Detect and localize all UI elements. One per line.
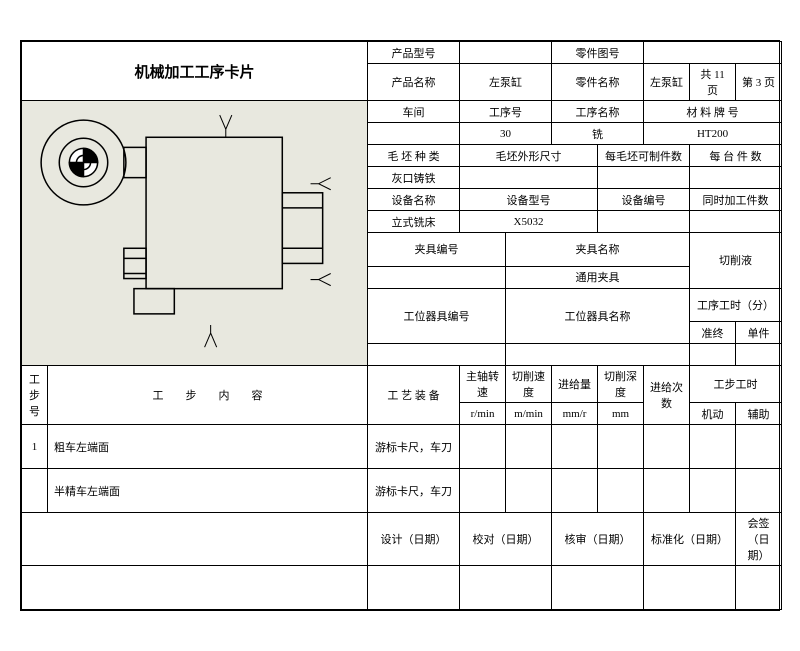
process-name: 铣 — [552, 123, 644, 145]
parts-per-unit-label: 每 台 件 数 — [690, 145, 782, 167]
station-no — [368, 344, 506, 366]
col-depth: 切削深度 — [598, 366, 644, 403]
card-title: 机械加工工序卡片 — [22, 42, 368, 101]
part-name-label: 零件名称 — [552, 64, 644, 101]
final-time — [690, 344, 736, 366]
part-drawing-no — [644, 42, 782, 64]
col-step-content: 工 步 内 容 — [48, 366, 368, 425]
col-spindle: 主轴转速 — [460, 366, 506, 403]
station-name-label: 工位器具名称 — [506, 288, 690, 344]
equip-no-label: 设备编号 — [598, 189, 690, 211]
material: HT200 — [644, 123, 782, 145]
product-model-label: 产品型号 — [368, 42, 460, 64]
coolant-label: 切削液 — [690, 233, 782, 289]
equip-no — [598, 211, 690, 233]
station-no-label: 工位器具编号 — [368, 288, 506, 344]
part-drawing-no-label: 零件图号 — [552, 42, 644, 64]
blank-type: 灰口铸铁 — [368, 167, 460, 189]
simul — [690, 211, 782, 233]
step-row: 半精车左端面 游标卡尺，车刀 — [22, 469, 782, 513]
page-no: 第 3 页 — [736, 64, 782, 101]
parts-per-blank — [598, 167, 690, 189]
process-no-label: 工序号 — [460, 101, 552, 123]
step-row: 1 粗车左端面 游标卡尺，车刀 — [22, 425, 782, 469]
unit-time — [736, 344, 782, 366]
card-table: 机械加工工序卡片 产品型号 零件图号 产品名称 左泵缸 零件名称 左泵缸 共 1… — [21, 41, 782, 610]
product-model — [460, 42, 552, 64]
process-name-label: 工序名称 — [552, 101, 644, 123]
part-drawing — [28, 107, 361, 359]
equip-name-label: 设备名称 — [368, 189, 460, 211]
col-tooling: 工 艺 装 备 — [368, 366, 460, 425]
step-content: 半精车左端面 — [48, 469, 368, 513]
col-depth-unit: mm — [598, 403, 644, 425]
simul-label: 同时加工件数 — [690, 189, 782, 211]
step-tooling: 游标卡尺，车刀 — [368, 469, 460, 513]
footer-sign: 会签（日期） — [736, 513, 782, 566]
workshop — [368, 123, 460, 145]
footer-standard: 标准化（日期） — [644, 513, 736, 566]
workshop-label: 车间 — [368, 101, 460, 123]
page-total: 共 11 页 — [690, 64, 736, 101]
material-label: 材 料 牌 号 — [644, 101, 782, 123]
drawing-area — [22, 101, 368, 366]
footer-check: 校对（日期） — [460, 513, 552, 566]
equip-model-label: 设备型号 — [460, 189, 598, 211]
product-name-label: 产品名称 — [368, 64, 460, 101]
final-label: 准终 — [690, 322, 736, 344]
parts-per-unit — [690, 167, 782, 189]
product-name: 左泵缸 — [460, 64, 552, 101]
part-name: 左泵缸 — [644, 64, 690, 101]
process-card: 机械加工工序卡片 产品型号 零件图号 产品名称 左泵缸 零件名称 左泵缸 共 1… — [20, 40, 780, 611]
step-no: 1 — [22, 425, 48, 469]
equip-name: 立式铣床 — [368, 211, 460, 233]
step-tooling: 游标卡尺，车刀 — [368, 425, 460, 469]
parts-per-blank-label: 每毛坯可制件数 — [598, 145, 690, 167]
fixture-name-label: 夹具名称 — [506, 233, 690, 267]
blank-size — [460, 167, 598, 189]
col-feed: 进给量 — [552, 366, 598, 403]
footer-design: 设计（日期） — [368, 513, 460, 566]
col-step-time: 工步工时 — [690, 366, 782, 403]
process-time-label: 工序工时（分） — [690, 288, 782, 322]
footer-audit: 核审（日期） — [552, 513, 644, 566]
unit-label: 单件 — [736, 322, 782, 344]
col-cut-speed-unit: m/min — [506, 403, 552, 425]
process-no: 30 — [460, 123, 552, 145]
fixture-name: 通用夹具 — [506, 266, 690, 288]
fixture-no-label: 夹具编号 — [368, 233, 506, 267]
col-step-no: 工步号 — [22, 366, 48, 425]
fixture-no — [368, 266, 506, 288]
col-spindle-unit: r/min — [460, 403, 506, 425]
blank-type-label: 毛 坯 种 类 — [368, 145, 460, 167]
col-machine: 机动 — [690, 403, 736, 425]
step-content: 粗车左端面 — [48, 425, 368, 469]
step-no — [22, 469, 48, 513]
equip-model: X5032 — [460, 211, 598, 233]
col-cut-speed: 切削速度 — [506, 366, 552, 403]
col-feed-unit: mm/r — [552, 403, 598, 425]
blank-size-label: 毛坯外形尺寸 — [460, 145, 598, 167]
col-passes: 进给次数 — [644, 366, 690, 425]
col-aux: 辅助 — [736, 403, 782, 425]
station-name — [506, 344, 690, 366]
